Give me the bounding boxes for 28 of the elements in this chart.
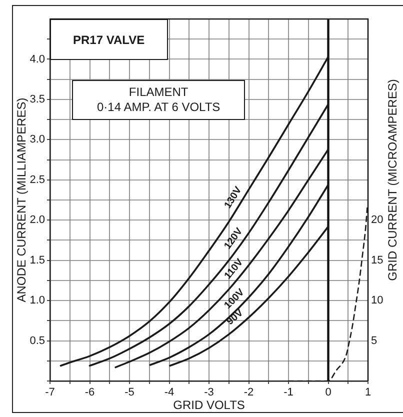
x-tick-label: 1: [364, 386, 372, 399]
x-tick-label: 0: [325, 386, 332, 399]
x-tick-label: -5: [124, 386, 134, 399]
x-tick-label: -4: [164, 386, 174, 399]
x-tick-label: -1: [284, 386, 294, 399]
y-tick-label: 3.5: [30, 93, 45, 106]
x-axis-title: GRID VOLTS: [173, 398, 245, 412]
x-tick-label: -2: [244, 386, 254, 399]
y-tick-label: 2.5: [30, 174, 45, 186]
x-tick-label: -6: [84, 386, 95, 399]
y-axis-title: ANODE CURRENT (MILLIAMPERES): [14, 98, 29, 302]
annotation: 0·14 AMP. AT 6 VOLTS: [97, 100, 220, 115]
text-box: PR17 VALVE: [50, 19, 168, 60]
y2-tick-label: 5: [371, 334, 378, 347]
y2-tick-label: 10: [371, 294, 384, 307]
annotation: FILAMENT: [128, 85, 190, 100]
y-tick-label: 1.5: [30, 254, 45, 266]
y2-axis-title: GRID CURRENT (MICROAMPERES): [385, 79, 400, 281]
y-tick-label: 2.0: [30, 214, 45, 226]
y2-tick-label: 20: [371, 214, 384, 226]
x-tick-label: -3: [204, 386, 214, 399]
text-box: FILAMENT 0·14 AMP. AT 6 VOLTS: [72, 80, 246, 120]
y-tick-label: 3.0: [30, 134, 45, 146]
y2-tick-label: 15: [371, 254, 384, 266]
x-tick-label: -7: [45, 386, 55, 399]
y-tick-label: 0.5: [30, 334, 45, 347]
y-tick-label: 1.0: [30, 294, 45, 307]
y-tick-label: 4.0: [30, 53, 45, 66]
